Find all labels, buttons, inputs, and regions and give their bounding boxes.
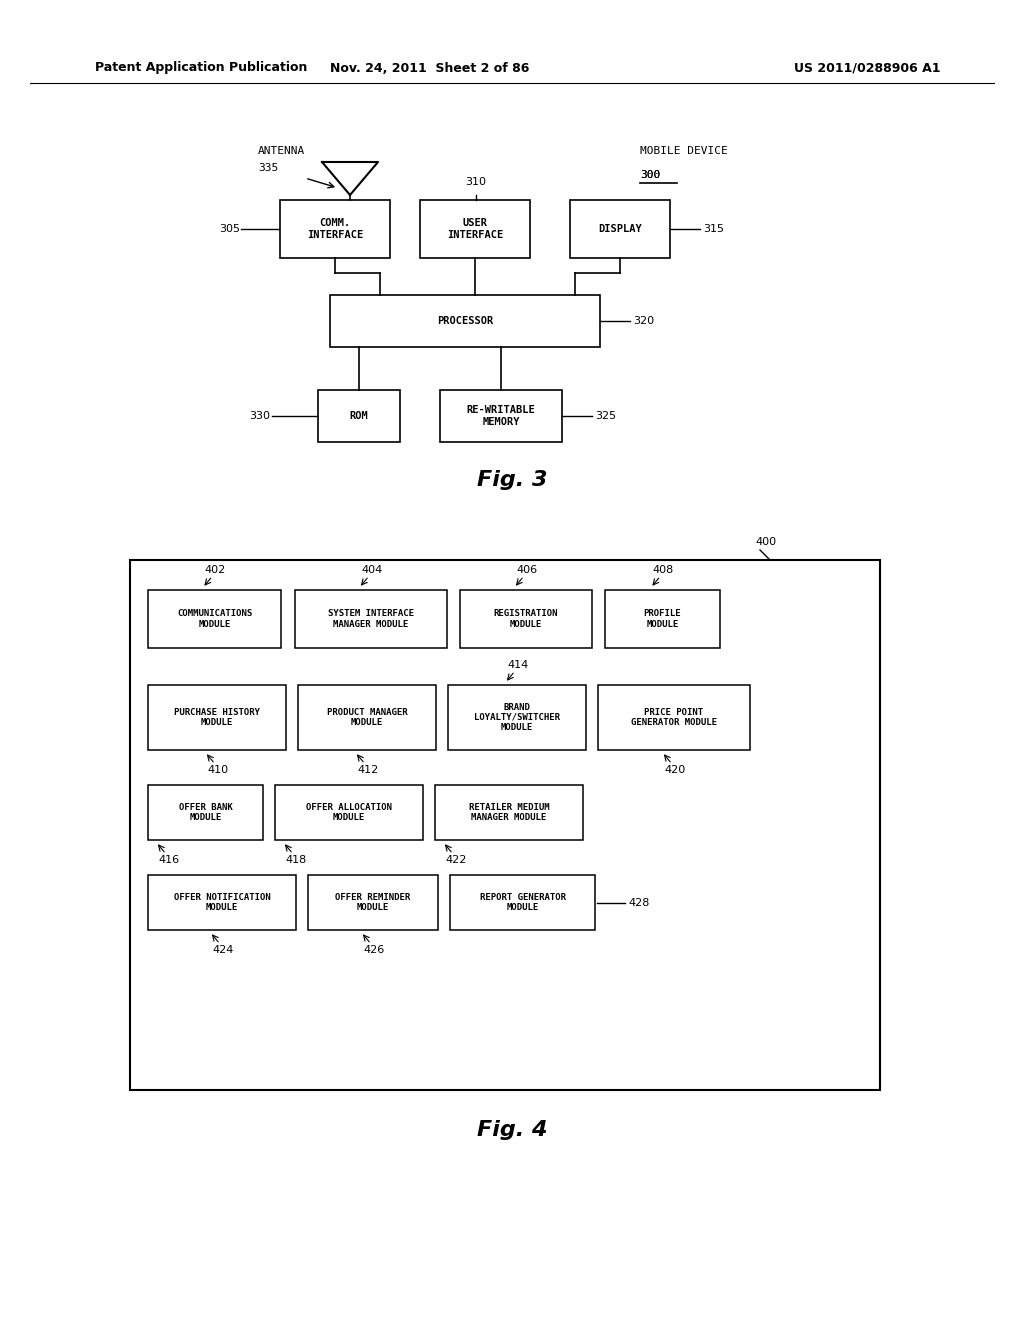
Bar [570,201,670,257]
Text: COMMUNICATIONS
MODULE: COMMUNICATIONS MODULE [177,610,252,628]
Text: 426: 426 [362,945,384,954]
Text: 310: 310 [466,177,486,187]
Text: 424: 424 [212,945,233,954]
Text: USER
INTERFACE: USER INTERFACE [446,218,503,240]
Text: OFFER REMINDER
MODULE: OFFER REMINDER MODULE [336,892,411,912]
Text: 414: 414 [507,660,528,671]
Text: PROFILE
MODULE: PROFILE MODULE [644,610,681,628]
Text: 410: 410 [207,766,228,775]
Bar [598,685,750,750]
Text: DISPLAY: DISPLAY [598,224,642,234]
Text: PRODUCT MANAGER
MODULE: PRODUCT MANAGER MODULE [327,708,408,727]
Text: SYSTEM INTERFACE
MANAGER MODULE: SYSTEM INTERFACE MANAGER MODULE [328,610,414,628]
Text: Fig. 4: Fig. 4 [477,1119,547,1140]
Text: 428: 428 [628,898,649,908]
Bar [148,685,286,750]
Bar [450,875,595,931]
Bar [318,389,400,442]
Text: ANTENNA: ANTENNA [258,147,305,156]
Text: BRAND
LOYALTY/SWITCHER
MODULE: BRAND LOYALTY/SWITCHER MODULE [474,702,560,733]
Text: 315: 315 [703,224,724,234]
Text: RE-WRITABLE
MEMORY: RE-WRITABLE MEMORY [467,405,536,426]
Text: Fig. 3: Fig. 3 [477,470,547,490]
Text: COMM.
INTERFACE: COMM. INTERFACE [307,218,364,240]
Text: RETAILER MEDIUM
MANAGER MODULE: RETAILER MEDIUM MANAGER MODULE [469,803,549,822]
Text: PROCESSOR: PROCESSOR [437,315,494,326]
Text: 406: 406 [516,565,538,576]
Text: 300: 300 [640,170,660,180]
Text: Patent Application Publication: Patent Application Publication [95,62,307,74]
Bar [295,590,447,648]
Text: 325: 325 [595,411,616,421]
Text: 330: 330 [249,411,270,421]
Bar [440,389,562,442]
Text: 418: 418 [285,855,306,865]
Text: 320: 320 [633,315,654,326]
Bar [460,590,592,648]
Text: 412: 412 [357,766,378,775]
Bar [298,685,436,750]
Bar [330,294,600,347]
Text: 400: 400 [755,537,776,546]
Text: 335: 335 [258,162,279,173]
Text: ROM: ROM [349,411,369,421]
Text: PRICE POINT
GENERATOR MODULE: PRICE POINT GENERATOR MODULE [631,708,717,727]
Bar [449,685,586,750]
Text: REGISTRATION
MODULE: REGISTRATION MODULE [494,610,558,628]
Bar [605,590,720,648]
Text: OFFER ALLOCATION
MODULE: OFFER ALLOCATION MODULE [306,803,392,822]
Text: 416: 416 [158,855,179,865]
Bar [130,560,880,1090]
Text: REPORT GENERATOR
MODULE: REPORT GENERATOR MODULE [479,892,565,912]
Bar [280,201,390,257]
Text: 404: 404 [361,565,382,576]
Text: OFFER NOTIFICATION
MODULE: OFFER NOTIFICATION MODULE [174,892,270,912]
Text: Nov. 24, 2011  Sheet 2 of 86: Nov. 24, 2011 Sheet 2 of 86 [331,62,529,74]
Bar [275,785,423,840]
Text: MOBILE DEVICE: MOBILE DEVICE [640,147,728,156]
Text: 408: 408 [652,565,674,576]
Text: 305: 305 [219,224,240,234]
Text: PURCHASE HISTORY
MODULE: PURCHASE HISTORY MODULE [174,708,260,727]
Bar [148,875,296,931]
Text: OFFER BANK
MODULE: OFFER BANK MODULE [178,803,232,822]
Bar [308,875,438,931]
Text: 422: 422 [445,855,466,865]
Text: 402: 402 [205,565,225,576]
Text: 420: 420 [664,766,685,775]
Bar [148,590,281,648]
Bar [148,785,263,840]
Text: 300: 300 [640,170,660,180]
Bar [435,785,583,840]
Text: US 2011/0288906 A1: US 2011/0288906 A1 [794,62,940,74]
Bar [420,201,530,257]
